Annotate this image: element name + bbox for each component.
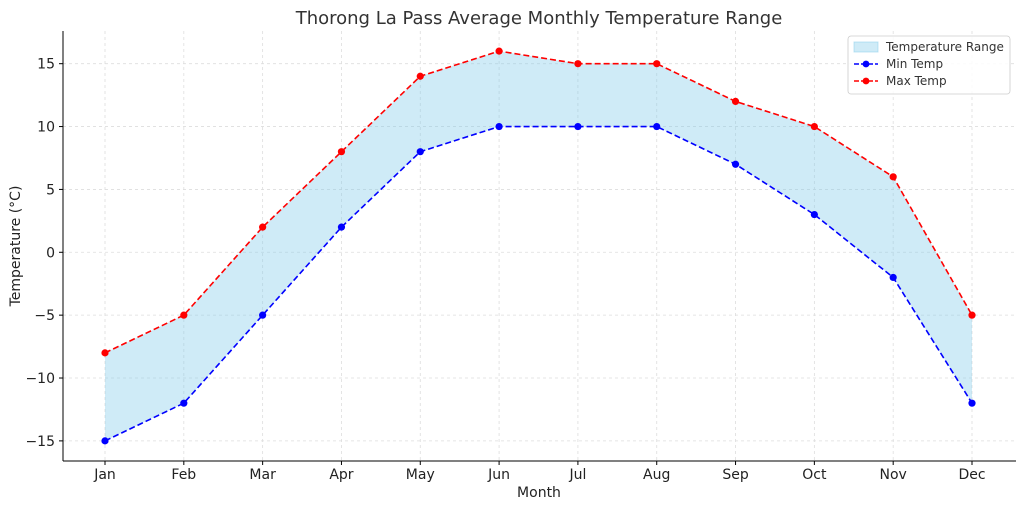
legend-marker-min-temp xyxy=(862,60,870,68)
y-tick-label: −10 xyxy=(25,371,55,387)
min-temp-point xyxy=(731,160,740,168)
min-temp-point xyxy=(653,122,661,131)
min-temp-point xyxy=(810,210,818,219)
legend-label-range: Temperature Range xyxy=(885,40,1004,54)
y-axis-label: Temperature (°C) xyxy=(8,186,24,308)
max-temp-point xyxy=(416,72,424,80)
y-tick-label: 0 xyxy=(46,245,55,261)
x-tick-label: Mar xyxy=(249,467,276,483)
legend-box xyxy=(847,35,1011,95)
x-tick-label: Jun xyxy=(487,467,510,483)
x-tick-label: Apr xyxy=(329,467,353,483)
x-tick-label: Aug xyxy=(643,467,670,483)
grid xyxy=(63,31,1016,461)
max-temp-point xyxy=(337,148,346,156)
min-temp-point xyxy=(495,122,503,131)
max-temp-point xyxy=(889,173,897,181)
max-temp-point xyxy=(574,60,582,68)
max-temp-point xyxy=(731,97,740,106)
series-lines xyxy=(104,50,973,442)
y-tick-label: −15 xyxy=(25,434,55,450)
x-tick-label: May xyxy=(406,467,435,483)
tick-labels: Jan Feb Mar Apr May Jun Jul Aug Sep Oct Nov Dec −15 −… xyxy=(25,57,985,483)
max-temp-point xyxy=(968,311,976,319)
x-axis-label: Month xyxy=(517,485,561,501)
max-temp-point xyxy=(495,47,503,55)
x-tick-label: Sep xyxy=(722,467,749,483)
chart-title: Thorong La Pass Average Monthly Temperat… xyxy=(295,8,783,29)
max-temp-point xyxy=(101,349,109,357)
x-tick-label: Jan xyxy=(93,467,116,483)
min-temp-point xyxy=(889,273,897,282)
x-tick-label: Nov xyxy=(880,467,907,483)
max-temp-point xyxy=(810,122,818,131)
legend: Temperature Range Min Temp Max Temp xyxy=(847,35,1011,95)
min-temp-point xyxy=(337,223,346,231)
y-tick-label: 10 xyxy=(37,120,55,136)
min-temp-point xyxy=(574,122,582,131)
legend-label-max-temp: Max Temp xyxy=(886,74,947,88)
range-fill xyxy=(105,51,972,441)
y-tick-label: 15 xyxy=(37,57,55,73)
legend-label-min-temp: Min Temp xyxy=(886,57,943,71)
max-temp-point xyxy=(180,311,188,319)
axes xyxy=(59,31,1016,465)
min-temp-point xyxy=(180,399,188,407)
temperature-range-area xyxy=(105,51,972,441)
x-tick-label: Feb xyxy=(171,467,196,483)
max-temp-point xyxy=(259,223,267,231)
min-temp-point xyxy=(416,148,424,156)
min-temp-point xyxy=(968,399,976,407)
x-tick-label: Oct xyxy=(802,467,827,483)
x-tick-label: Dec xyxy=(958,467,985,483)
y-tick-label: −5 xyxy=(34,308,55,324)
max-temp-point xyxy=(653,60,661,68)
x-tick-label: Jul xyxy=(568,467,586,483)
legend-swatch-range xyxy=(853,41,879,53)
y-tick-label: 5 xyxy=(46,182,55,198)
max-temp-line xyxy=(104,50,973,354)
min-temp-point xyxy=(101,437,109,445)
min-temp-point xyxy=(259,311,267,319)
legend-marker-max-temp xyxy=(862,77,870,85)
series-markers xyxy=(101,47,976,445)
min-temp-line xyxy=(104,125,973,442)
